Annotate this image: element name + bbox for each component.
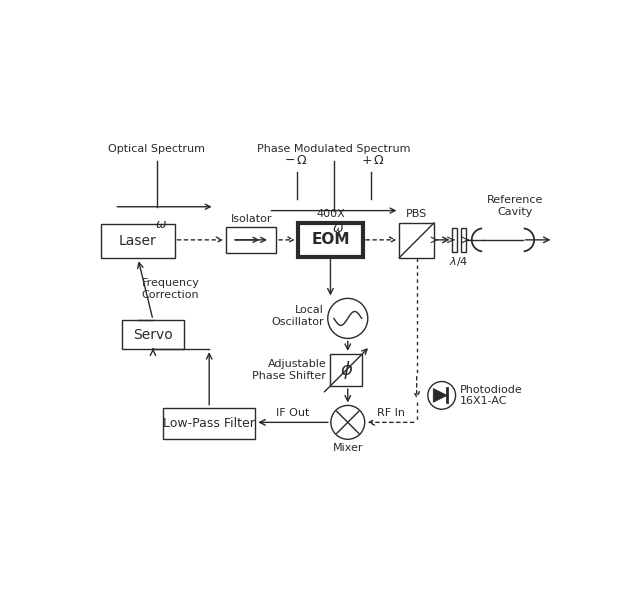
Bar <box>399 223 434 257</box>
Text: Servo: Servo <box>133 328 173 341</box>
Bar <box>122 320 184 349</box>
Text: Photodiode
16X1-AC: Photodiode 16X1-AC <box>459 385 522 406</box>
Text: $\omega$: $\omega$ <box>155 218 167 230</box>
Text: $-\,\Omega$: $-\,\Omega$ <box>284 154 307 167</box>
Text: Reference
Cavity: Reference Cavity <box>486 195 543 217</box>
Text: Optical Spectrum: Optical Spectrum <box>108 145 205 154</box>
Text: Laser: Laser <box>119 235 157 248</box>
Polygon shape <box>433 388 447 403</box>
Text: $\omega$: $\omega$ <box>332 222 344 235</box>
Text: Low-Pass Filter: Low-Pass Filter <box>163 416 255 430</box>
Bar <box>461 227 466 252</box>
Text: PBS: PBS <box>406 209 428 219</box>
Bar <box>163 408 255 439</box>
Text: Frequency
Correction: Frequency Correction <box>142 278 200 300</box>
Text: $\phi$: $\phi$ <box>339 359 353 381</box>
Text: 400X: 400X <box>316 209 345 219</box>
Text: RF In: RF In <box>377 409 404 419</box>
Text: Isolator: Isolator <box>230 214 272 224</box>
Bar <box>298 223 363 257</box>
Text: Mixer: Mixer <box>332 443 363 453</box>
Text: $+\,\Omega$: $+\,\Omega$ <box>361 154 384 167</box>
Bar <box>226 227 276 253</box>
Text: Local
Oscillator: Local Oscillator <box>271 305 324 327</box>
Text: Adjustable
Phase Shifter: Adjustable Phase Shifter <box>252 359 326 381</box>
Text: IF Out: IF Out <box>277 409 310 419</box>
Text: EOM: EOM <box>311 232 350 247</box>
Text: $\lambda/4$: $\lambda/4$ <box>449 255 468 268</box>
Text: Phase Modulated Spectrum: Phase Modulated Spectrum <box>257 145 411 154</box>
Bar <box>101 224 175 259</box>
Bar <box>330 354 362 386</box>
Bar <box>453 227 457 252</box>
